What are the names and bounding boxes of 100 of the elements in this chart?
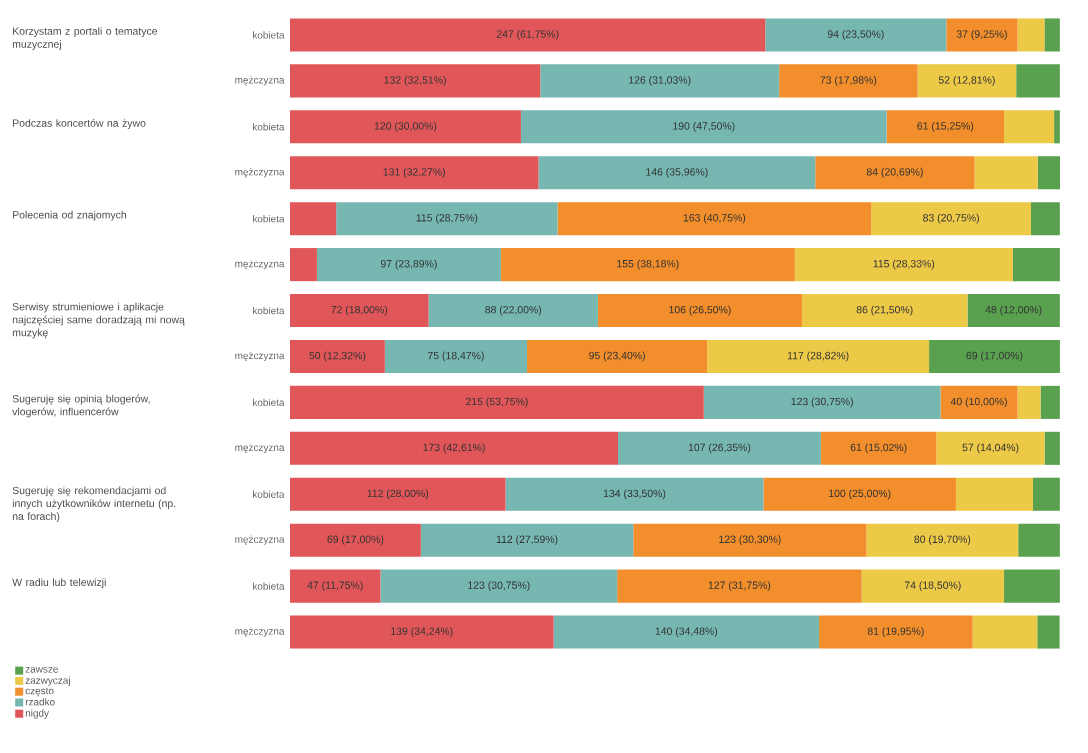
bar <box>1040 385 1060 419</box>
y-tick-label: mężczyzna <box>235 259 285 270</box>
bar <box>972 615 1038 649</box>
data-label: 155 (38,18%) <box>617 259 679 270</box>
text: Sugeruję się opinią blogerów, vlogerów, influencerów <box>12 394 150 418</box>
legend-label: zazwyczaj <box>25 676 70 686</box>
bar <box>955 477 1033 511</box>
data-label: 140 (34,48%) <box>655 627 718 637</box>
data-label: 173 (42,61%) <box>423 443 485 454</box>
data-label: 69 (17,00%) <box>327 535 384 546</box>
data-label: 80 (19,70%) <box>914 535 971 546</box>
data-label: 134 (33,50%) <box>603 489 666 500</box>
bar <box>1037 156 1061 190</box>
bar <box>1004 110 1055 144</box>
data-label: 52 (12,81%) <box>938 76 995 86</box>
bar <box>794 248 1013 282</box>
bar <box>779 64 918 98</box>
y-tick-label: kobieta <box>253 582 285 590</box>
bar <box>290 202 337 236</box>
bar <box>290 569 381 603</box>
bar <box>1018 523 1060 557</box>
bar <box>1016 64 1060 98</box>
data-label: 215 (53,75%) <box>466 397 528 408</box>
data-label: 123 (30,30%) <box>719 535 781 546</box>
text: Sugeruję się rekomendacjami od innych użytkowników internetu (np. na forach) <box>12 486 176 523</box>
bar <box>290 477 506 511</box>
data-label: 127 (31,75%) <box>708 581 771 591</box>
bar <box>290 64 541 98</box>
y-tick-label: mężczyzna <box>235 535 285 545</box>
bar <box>336 202 558 236</box>
data-label: 95 (23,40%) <box>589 351 645 362</box>
bar <box>1030 202 1060 236</box>
data-label: 123 (30,75%) <box>791 397 853 408</box>
data-label: 132 (32,51%) <box>384 76 446 86</box>
bar <box>553 615 820 649</box>
bar <box>290 431 619 465</box>
data-label: 88 (22,00%) <box>485 305 542 316</box>
data-label: 73 (17,98%) <box>820 76 877 86</box>
bar <box>929 339 1060 373</box>
bar <box>290 385 704 419</box>
bar <box>763 477 956 511</box>
bar <box>290 339 385 373</box>
bar <box>505 477 764 511</box>
legend-label: często <box>25 687 54 697</box>
bar <box>815 156 975 190</box>
bar <box>1054 110 1060 144</box>
data-label: 139 (34,24%) <box>391 627 453 637</box>
legend-label: nigdy <box>25 709 49 719</box>
bar <box>290 294 429 328</box>
bar <box>380 569 618 603</box>
bar <box>290 523 421 557</box>
bar <box>861 569 1005 603</box>
bar <box>967 294 1060 328</box>
bar <box>703 385 941 419</box>
bar <box>1017 385 1041 419</box>
data-label: 120 (30,00%) <box>374 121 437 132</box>
data-label: 94 (23,50%) <box>827 30 884 40</box>
data-label: 247 (61,75%) <box>496 30 559 40</box>
data-label: 131 (32,27%) <box>383 167 445 178</box>
text: W radiu lub telewizji <box>12 578 106 589</box>
bar <box>290 18 766 52</box>
data-label: 37 (9,25%) <box>956 30 1007 40</box>
data-label: 115 (28,33%) <box>873 259 935 270</box>
bar <box>946 18 1018 52</box>
y-tick-label: kobieta <box>253 215 285 223</box>
y-tick-label: kobieta <box>253 398 285 407</box>
bar <box>1044 431 1060 465</box>
data-label: 163 (40,75%) <box>683 213 746 224</box>
bar <box>557 202 872 236</box>
data-label: 126 (31,03%) <box>629 76 691 86</box>
bar <box>290 110 521 144</box>
data-label: 81 (19,95%) <box>867 627 924 637</box>
y-tick-label: kobieta <box>253 306 285 315</box>
bar <box>1032 477 1060 511</box>
bar <box>820 431 937 465</box>
bar <box>940 385 1018 419</box>
bar <box>520 110 887 144</box>
bar <box>1044 18 1060 52</box>
data-label: 50 (12,32%) <box>309 351 366 362</box>
bar <box>819 615 973 649</box>
bar <box>316 248 501 282</box>
data-label: 57 (14,04%) <box>962 443 1019 454</box>
bar <box>917 64 1017 98</box>
bar <box>1004 569 1060 603</box>
bar <box>1012 248 1060 282</box>
y-tick-label: mężczyzna <box>235 443 285 453</box>
bar <box>936 431 1045 465</box>
data-label: 112 (27,59%) <box>496 535 558 546</box>
bar <box>290 248 317 282</box>
data-label: 72 (18,00%) <box>331 305 388 316</box>
text: Podczas koncertów na żywo <box>13 119 146 129</box>
y-tick-label: kobieta <box>253 123 285 131</box>
data-label: 190 (47,50%) <box>673 121 735 132</box>
bar <box>618 431 821 465</box>
y-tick-label: kobieta <box>253 31 285 39</box>
bar <box>617 569 862 603</box>
data-label: 115 (28,75%) <box>416 213 478 224</box>
data-label: 61 (15,25%) <box>917 121 974 132</box>
bar <box>886 110 1005 144</box>
legend-label: zawsze <box>25 667 58 673</box>
